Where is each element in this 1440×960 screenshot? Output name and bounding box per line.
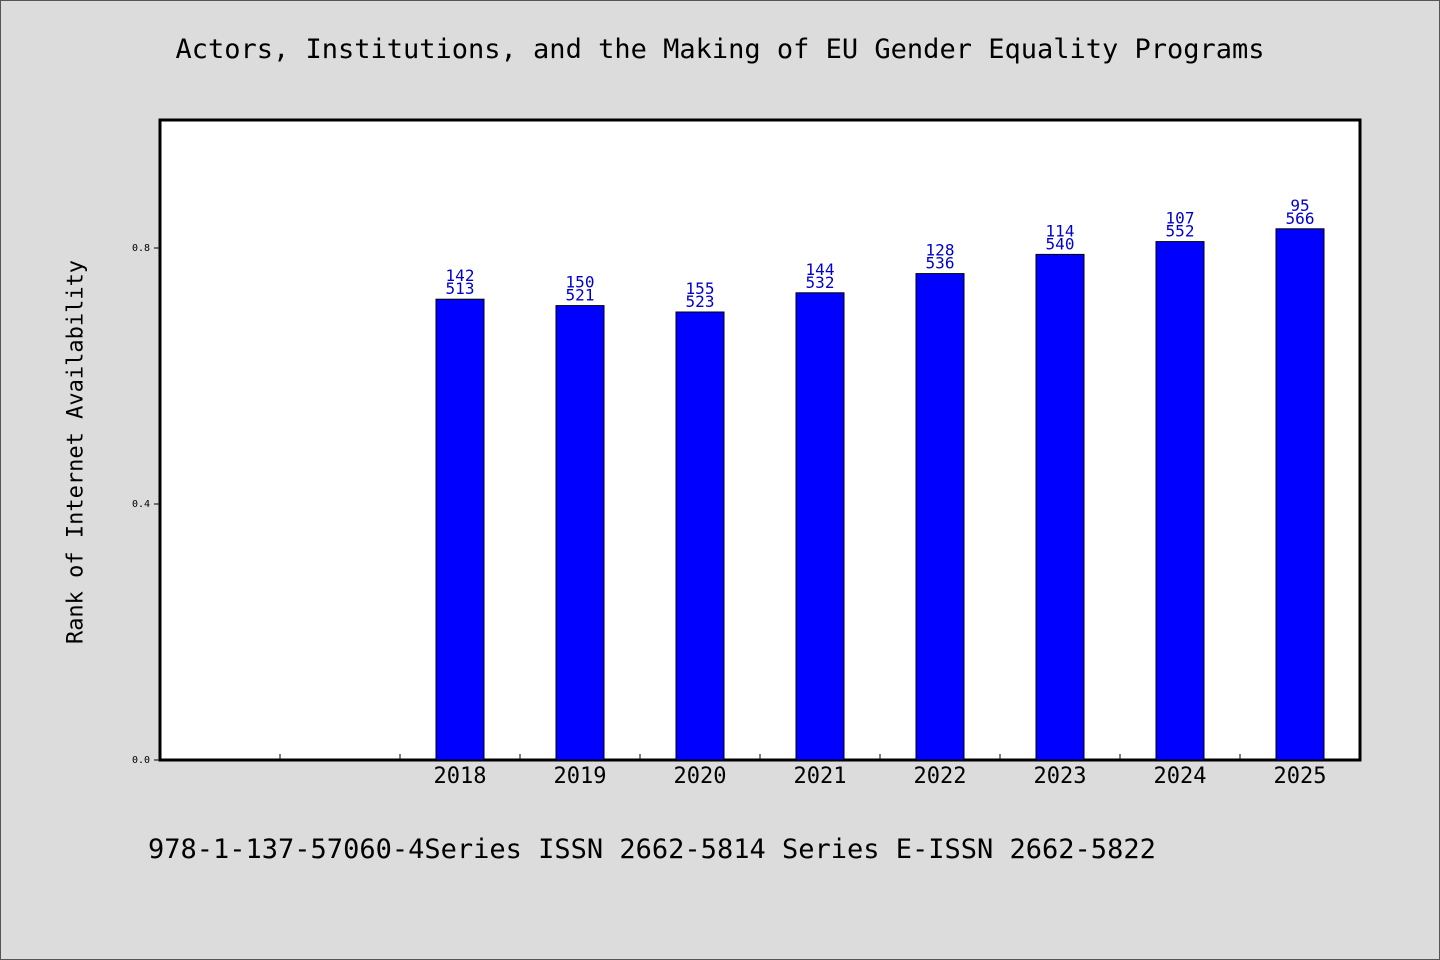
bar xyxy=(555,305,605,761)
bar-label-bottom: 536 xyxy=(926,254,955,273)
bar-label-bottom: 552 xyxy=(1166,222,1195,241)
bar xyxy=(675,311,725,761)
bar xyxy=(1275,228,1325,761)
bar-label-top: 128 xyxy=(926,241,955,260)
y-tick-label: 0.4 xyxy=(132,499,150,510)
bar-label-top: 144 xyxy=(806,260,835,279)
bar xyxy=(1035,253,1085,761)
bar-label-bottom: 540 xyxy=(1046,234,1075,253)
bar-label-bottom: 513 xyxy=(446,279,475,298)
x-tick-label: 2021 xyxy=(794,764,847,789)
x-tick-label: 2020 xyxy=(674,764,727,789)
bar-label-bottom: 521 xyxy=(566,286,595,305)
bar xyxy=(435,298,485,761)
bar-label-top: 142 xyxy=(446,266,475,285)
x-tick-label: 2023 xyxy=(1034,764,1087,789)
bar xyxy=(1155,241,1205,761)
x-tick-label: 2024 xyxy=(1154,764,1207,789)
bar-label-top: 107 xyxy=(1166,209,1195,228)
bar-label-top: 114 xyxy=(1046,221,1075,240)
y-tick-label: 0.8 xyxy=(132,243,150,254)
bar xyxy=(915,273,965,761)
y-tick-label: 0.0 xyxy=(132,755,150,766)
x-tick-label: 2019 xyxy=(554,764,607,789)
bar-label-bottom: 532 xyxy=(806,273,835,292)
bar xyxy=(795,292,845,761)
bar-label-top: 155 xyxy=(686,279,715,298)
x-tick-label: 2025 xyxy=(1274,764,1327,789)
footer-isbn-issn: 978-1-137-57060-4Series ISSN 2662-5814 S… xyxy=(148,834,1156,865)
bar-label-top: 150 xyxy=(566,273,595,292)
bar-label-bottom: 566 xyxy=(1286,209,1315,228)
bar-label-bottom: 523 xyxy=(686,292,715,311)
chart-title: Actors, Institutions, and the Making of … xyxy=(175,34,1265,65)
bar-label-top: 95 xyxy=(1290,196,1309,215)
x-tick-label: 2018 xyxy=(434,764,487,789)
x-tick-label: 2022 xyxy=(914,764,967,789)
